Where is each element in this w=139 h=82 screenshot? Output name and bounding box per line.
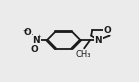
Text: O: O bbox=[104, 26, 112, 35]
Text: +: + bbox=[37, 34, 42, 39]
Text: O: O bbox=[30, 45, 38, 54]
Text: N: N bbox=[32, 36, 40, 45]
Text: CH₃: CH₃ bbox=[76, 50, 91, 59]
Text: O: O bbox=[24, 28, 32, 37]
Text: N: N bbox=[94, 36, 102, 45]
Text: −: − bbox=[22, 28, 28, 33]
